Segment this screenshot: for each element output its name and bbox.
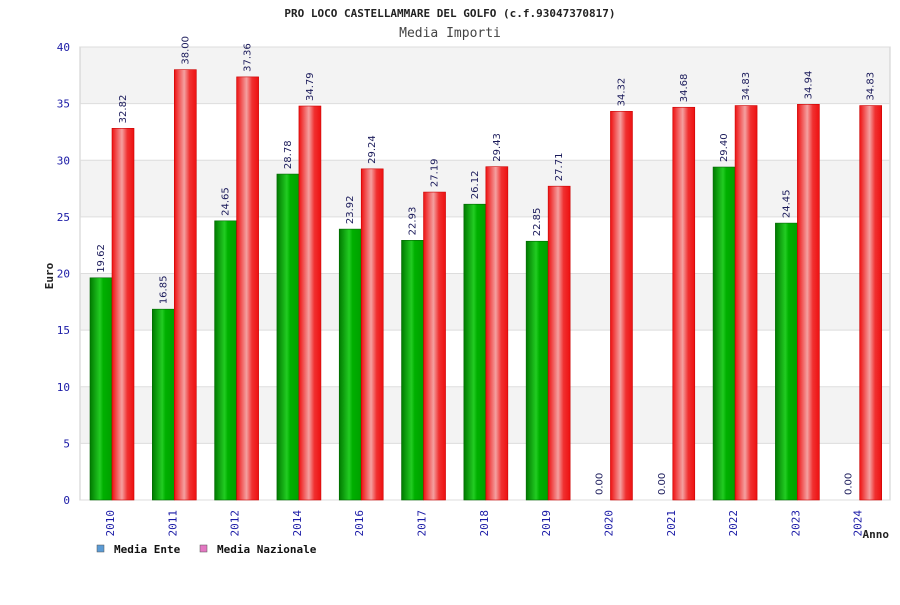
- legend-swatch: [96, 544, 105, 553]
- y-tick-label: 40: [57, 41, 70, 54]
- bar-media-nazionale: [360, 168, 384, 501]
- bar-media-nazionale: [859, 105, 882, 501]
- bar-value-label: 16.85: [158, 276, 169, 305]
- bar-value-label: 34.94: [803, 71, 814, 100]
- bar-value-label: 34.79: [305, 72, 316, 101]
- bar-media-nazionale: [236, 76, 259, 501]
- value-labels: 19.62 32.82 16.85 38.00 24.65 37.36 28.78 34.79…: [96, 36, 877, 495]
- bar-value-label: 27.19: [430, 158, 441, 187]
- y-tick-label: 25: [57, 211, 70, 224]
- y-tick-label: 15: [57, 324, 70, 337]
- bar-media-nazionale: [111, 128, 135, 501]
- x-tick-label: 2017: [416, 510, 429, 537]
- bar-value-label: 23.92: [345, 195, 356, 224]
- x-tick-label: 2012: [229, 510, 242, 537]
- bar-media-ente: [775, 222, 798, 501]
- x-tick-label: 2018: [478, 510, 491, 536]
- bar-value-label: 34.83: [741, 72, 752, 101]
- x-tick-label: 2014: [291, 510, 304, 537]
- bar-media-ente: [214, 220, 237, 501]
- x-axis-ticks: 2010 2011 2012 2014 2016 2017 2018 2019 2020 2021…: [104, 510, 865, 537]
- x-tick-label: 2019: [540, 510, 553, 537]
- bar-media-nazionale: [423, 191, 446, 501]
- bar-value-label: 38.00: [180, 36, 191, 65]
- bar-media-nazionale: [174, 69, 197, 501]
- x-tick-label: 2016: [353, 510, 366, 537]
- bar-value-label: 29.40: [719, 133, 730, 162]
- bar-value-label: 0.00: [844, 473, 855, 495]
- x-tick-label: 2023: [789, 510, 802, 537]
- bar-value-label: 32.82: [118, 95, 129, 124]
- legend: Media Ente Media Nazionale: [96, 543, 317, 556]
- y-tick-label: 35: [57, 98, 70, 111]
- bar-value-label: 28.78: [283, 140, 294, 169]
- x-tick-label: 2010: [104, 510, 117, 537]
- bar-value-label: 24.45: [781, 189, 792, 218]
- bar-media-ente: [712, 166, 736, 501]
- bar-value-label: 34.83: [866, 72, 877, 101]
- x-tick-label: 2022: [727, 510, 740, 537]
- x-tick-label: 2011: [166, 510, 179, 537]
- y-tick-label: 5: [63, 437, 70, 450]
- bar-media-nazionale: [672, 106, 696, 501]
- bar-value-label: 24.65: [221, 187, 232, 216]
- bar-media-nazionale: [547, 185, 571, 501]
- bar-value-label: 22.93: [408, 207, 419, 236]
- chart-subtitle: Media Importi: [399, 26, 501, 41]
- bar-value-label: 22.85: [532, 208, 543, 237]
- bar-value-label: 29.43: [492, 133, 503, 162]
- legend-swatch: [199, 544, 208, 553]
- y-tick-label: 0: [63, 494, 70, 507]
- legend-label: Media Nazionale: [217, 543, 317, 556]
- bar-media-ente: [338, 228, 362, 501]
- y-tick-label: 30: [57, 154, 70, 167]
- plot-band: [80, 47, 890, 104]
- x-axis-label: Anno: [863, 528, 890, 541]
- bar-value-label: 34.68: [679, 74, 690, 103]
- y-axis-ticks: 0 5 10 15 20 25 30 35 40: [57, 41, 70, 507]
- bar-value-label: 29.24: [367, 135, 378, 164]
- bar-media-ente: [401, 240, 424, 501]
- bar-value-label: 34.32: [616, 78, 627, 107]
- bar-media-nazionale: [734, 105, 758, 501]
- bar-media-ente: [152, 308, 175, 501]
- x-tick-label: 2020: [602, 510, 615, 537]
- bar-media-ente: [463, 203, 487, 501]
- chart-title: PRO LOCO CASTELLAMMARE DEL GOLFO (c.f.93…: [284, 7, 615, 20]
- bar-media-nazionale: [485, 166, 509, 501]
- y-tick-label: 10: [57, 381, 70, 394]
- bar-media-ente: [525, 240, 549, 501]
- bar-value-label: 27.71: [554, 153, 565, 182]
- y-axis-label: Euro: [43, 262, 56, 289]
- bar-media-nazionale: [610, 111, 633, 501]
- legend-label: Media Ente: [114, 543, 181, 556]
- x-tick-label: 2021: [665, 510, 678, 537]
- bar-value-label: 0.00: [657, 473, 668, 495]
- bar-media-nazionale: [797, 104, 820, 501]
- bar-media-ente: [276, 173, 300, 501]
- bar-value-label: 26.12: [470, 171, 481, 200]
- bar-media-nazionale: [298, 105, 322, 501]
- bar-value-label: 37.36: [243, 43, 254, 72]
- bar-value-label: 19.62: [96, 244, 107, 273]
- x-tick-label: 2024: [852, 510, 865, 537]
- y-tick-label: 20: [57, 268, 70, 281]
- bar-media-ente: [89, 277, 113, 501]
- bar-value-label: 0.00: [594, 473, 605, 495]
- bars: [89, 69, 882, 501]
- plot-band: [80, 103, 890, 161]
